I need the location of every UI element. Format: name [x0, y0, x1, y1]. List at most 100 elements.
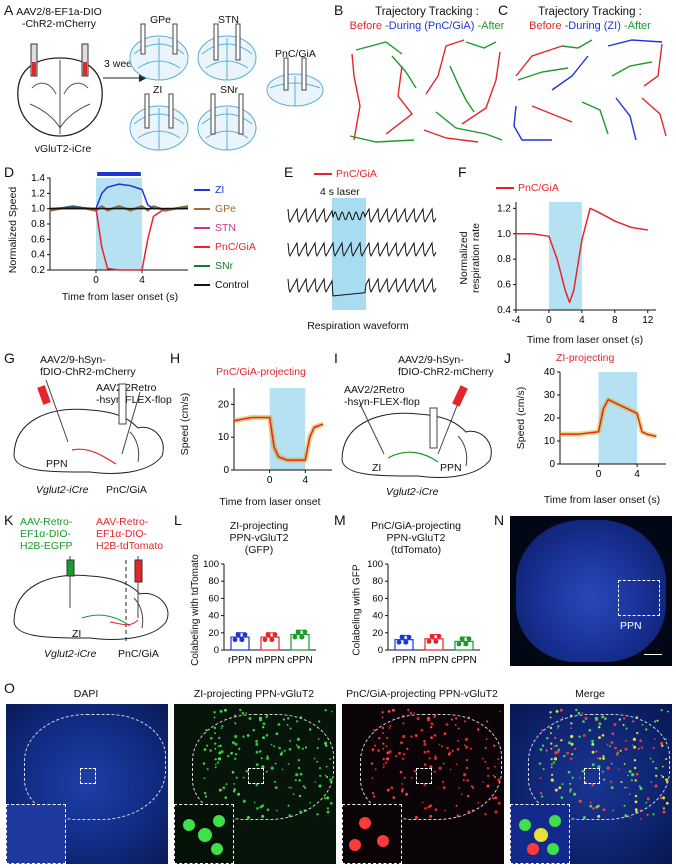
- cell-dot: [656, 719, 659, 722]
- cell-dot: [262, 804, 264, 807]
- legend-line-icon: [314, 173, 332, 175]
- panel-l-title: ZI-projecting PPN-vGluT2 (GFP): [229, 520, 289, 556]
- legend-item: PnC/GiA: [194, 241, 256, 253]
- x-tick-label: 4: [139, 275, 145, 286]
- panel-c-title: Trajectory Tracking :: [538, 6, 642, 18]
- cell-dot: [646, 813, 649, 816]
- panel-m-letter: M: [334, 512, 346, 528]
- laser-shade: [548, 202, 582, 310]
- panel-g-mouse: Vglut2-iCre: [36, 484, 89, 496]
- cell-dot: [259, 750, 262, 753]
- y-tick-label: 1.4: [31, 173, 45, 184]
- cell-dot: [266, 757, 269, 760]
- panel-j-title: ZI-projecting: [556, 352, 615, 364]
- panel-g-target: PnC/GiA: [106, 484, 147, 496]
- panel-e-waveform: [287, 198, 437, 310]
- panel-g-virus1: AAV2/9-hSyn- fDIO-ChR2-mCherry: [40, 354, 136, 378]
- panel-o-merge-image: [510, 704, 672, 864]
- cell-dot: [223, 708, 227, 712]
- data-point: [302, 629, 308, 635]
- x-tick-label: 8: [612, 315, 618, 326]
- panel-l-letter: L: [174, 512, 182, 528]
- series-line: [516, 207, 648, 304]
- data-point: [433, 639, 439, 644]
- legend-item: GPe: [194, 203, 236, 215]
- y-tick-label: 0.6: [497, 280, 511, 291]
- panel-c-letter: C: [498, 2, 509, 18]
- panel-b-trajectories: [349, 39, 503, 143]
- cell-dot: [258, 716, 262, 720]
- cell-dot: [603, 778, 606, 781]
- x-tick-label: 0: [596, 469, 602, 480]
- panel-o-title-pnc: PnC/GiA-projecting PPN-vGluT2: [346, 688, 498, 700]
- legend-after: -After: [477, 20, 505, 32]
- cell-dot: [597, 765, 601, 769]
- panel-g-sagittal-brain: [13, 379, 164, 474]
- slice-snr: [197, 93, 257, 151]
- cell-dot: [265, 770, 268, 773]
- panel-l-chart: 0 20 40 60 80 100 rPPN mPPN cPPN: [203, 559, 316, 666]
- legend-before: Before: [529, 20, 562, 32]
- region-label-stn: STN: [218, 14, 239, 26]
- y-tick-label: 1.2: [497, 203, 511, 214]
- cell-dot: [262, 736, 265, 739]
- laser-shade: [332, 198, 366, 310]
- cell-dot: [428, 757, 431, 760]
- cell-dot: [427, 805, 431, 809]
- cell-dot: [494, 810, 498, 814]
- panel-i-mouse: Vglut2-iCre: [386, 486, 439, 498]
- panel-i-virus1: AAV2/9-hSyn- fDIO-ChR2-mCherry: [398, 354, 494, 378]
- data-point: [456, 641, 462, 647]
- cell-dot: [499, 710, 501, 713]
- y-tick-label: 20: [372, 628, 383, 639]
- panel-f-letter: F: [458, 164, 467, 180]
- cell-dot: [629, 816, 632, 819]
- cell-dot: [598, 726, 601, 729]
- panel-a-virus: AAV2/8-EF1a-DIO -ChR2-mCherry: [16, 6, 102, 30]
- cell-dot: [667, 710, 669, 713]
- cell-dot: [426, 716, 430, 720]
- y-tick-label: 0.4: [31, 250, 45, 261]
- data-point: [463, 641, 469, 647]
- panel-o-zi-image: [174, 704, 336, 864]
- cell-dot: [409, 711, 413, 715]
- cell-dot: [555, 710, 559, 713]
- cell-dot: [219, 710, 223, 713]
- cell-dot: [413, 712, 416, 714]
- y-tick-label: 1.2: [31, 188, 45, 199]
- panel-h-letter: H: [170, 350, 181, 366]
- cell-dot: [324, 797, 327, 800]
- slice-gpe: [129, 23, 189, 81]
- panel-j-letter: J: [504, 350, 511, 366]
- panel-d-letter: D: [4, 164, 15, 180]
- y-tick-label: 40: [208, 611, 219, 622]
- x-tick-label: 4: [302, 475, 308, 486]
- y-tick-label: 100: [367, 559, 383, 570]
- cell-dot: [241, 711, 245, 715]
- panel-o-letter: O: [4, 680, 15, 696]
- y-tick-label: 0: [214, 645, 219, 656]
- cell-dot: [594, 716, 598, 720]
- cell-dot: [381, 711, 384, 714]
- legend-during: -During (ZI): [564, 20, 621, 32]
- cell-dot: [434, 808, 438, 811]
- data-point: [403, 639, 409, 645]
- slice-pnc: [266, 57, 324, 107]
- y-tick-label: 40: [544, 367, 556, 378]
- cell-dot: [577, 711, 581, 715]
- data-point: [235, 632, 241, 637]
- y-tick-label: 60: [208, 593, 219, 604]
- x-tick-label: cPPN: [451, 655, 477, 666]
- cell-dot: [433, 734, 437, 737]
- cell-dot: [381, 716, 384, 719]
- panel-a-mouse: vGluT2-iCre: [34, 143, 92, 155]
- y-tick-label: 0.8: [497, 254, 511, 265]
- y-tick-label: 1.0: [497, 229, 511, 240]
- cell-dot: [391, 708, 395, 712]
- x-tick-label: rPPN: [228, 655, 252, 666]
- cell-dot: [497, 801, 501, 805]
- cell-dot: [581, 712, 584, 714]
- cell-dot: [595, 750, 598, 753]
- panel-g-ppn: PPN: [46, 458, 68, 470]
- legend-item: ZI: [194, 184, 224, 196]
